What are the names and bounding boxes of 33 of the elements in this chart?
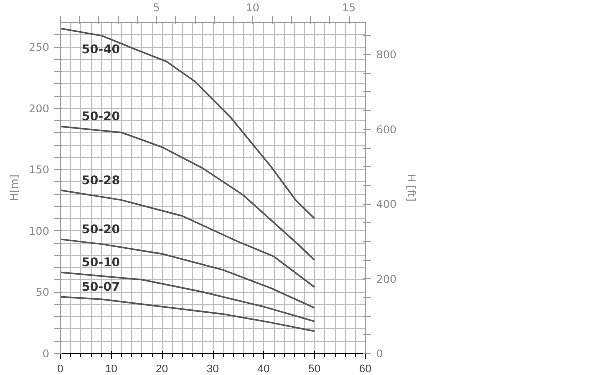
y-tick-label: 200 (29, 102, 50, 116)
line-series (60, 28, 316, 220)
line-series (60, 296, 316, 332)
line-series (60, 272, 316, 322)
x-tick-label: 40 (258, 364, 270, 375)
series-label: 50-28 (82, 173, 120, 188)
x-tick-label: 30 (206, 364, 220, 375)
y-axis-title: H[m] (8, 174, 22, 202)
x2-tick-label: 10 (246, 2, 260, 14)
x2-tick-label: 15 (342, 2, 356, 14)
y-tick-label: 150 (29, 164, 50, 177)
x-tick-label: 20 (156, 364, 168, 375)
x2-tick-label: 5 (153, 2, 160, 14)
series-label: 50-10 (82, 256, 120, 270)
y-tick-label: 250 (29, 41, 50, 54)
y2-tick-label: 0 (376, 348, 384, 360)
y2-tick-label: 200 (376, 272, 398, 286)
series-label: 50-07 (82, 280, 120, 294)
series-label: 50-40 (82, 42, 120, 57)
y-tick-label: 0 (42, 348, 50, 360)
y2-axis-title: H [ft] (404, 174, 418, 202)
y2-tick-label: 800 (376, 48, 398, 62)
x-tick-label: 0 (57, 364, 64, 375)
y2-tick-label: 600 (376, 123, 398, 136)
x-tick-label: 50 (308, 364, 321, 375)
x-tick-label: 60 (359, 364, 372, 375)
y-tick-label: 50 (36, 286, 50, 300)
x-tick-label: 10 (105, 364, 118, 375)
series-label: 50-20 (82, 110, 120, 124)
line-series (60, 238, 316, 309)
y2-tick-label: 400 (376, 198, 398, 212)
series-label: 50-20 (82, 222, 120, 236)
y-tick-label: 100 (29, 224, 50, 238)
